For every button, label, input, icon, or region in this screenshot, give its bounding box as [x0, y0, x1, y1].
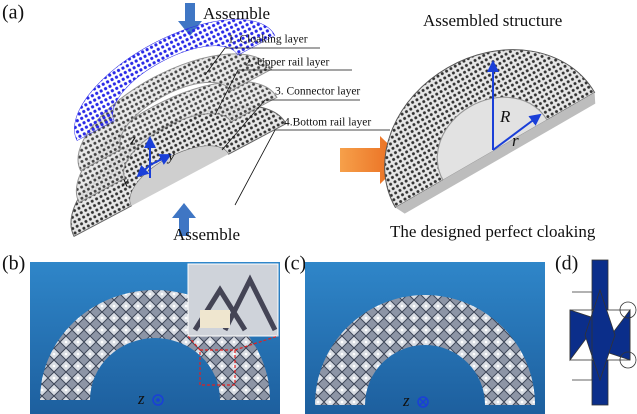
assemble-label: Assemble [203, 4, 270, 23]
assembled-structure [384, 49, 596, 214]
radius-label: R [499, 107, 511, 126]
axis-label: z [137, 389, 145, 408]
layer-label: 4.Bottom rail layer [284, 117, 371, 129]
assemble-label: Assemble [173, 225, 240, 244]
panel-label: (c) [284, 253, 306, 275]
axes [136, 136, 172, 178]
panel-label: (b) [2, 253, 25, 275]
sample-c [315, 295, 535, 405]
layer-label: 3. Connector layer [275, 86, 360, 98]
layer-label: 1. Cloaking layer [228, 34, 308, 46]
layer-label: 2. Upper rail layer [245, 57, 329, 69]
into-plane-symbol [417, 396, 429, 408]
assembled-title: Assembled structure [423, 11, 562, 30]
panel-label: (d) [555, 253, 578, 275]
axis-label: z [402, 391, 410, 410]
radius-label: r [512, 131, 519, 150]
arrow-up [172, 203, 196, 236]
unit-cell [569, 259, 637, 406]
radius-arrows [487, 60, 542, 151]
caption: The designed perfect cloaking [390, 222, 596, 241]
out-of-plane-symbol [152, 394, 164, 406]
axis-label: x [121, 174, 129, 190]
axis-label: y [166, 148, 175, 164]
inset-detail [200, 310, 230, 328]
leader-lines [204, 47, 390, 206]
panel-label: (a) [2, 2, 24, 24]
axis-label: z [129, 132, 136, 148]
zoom-lines [187, 335, 279, 386]
